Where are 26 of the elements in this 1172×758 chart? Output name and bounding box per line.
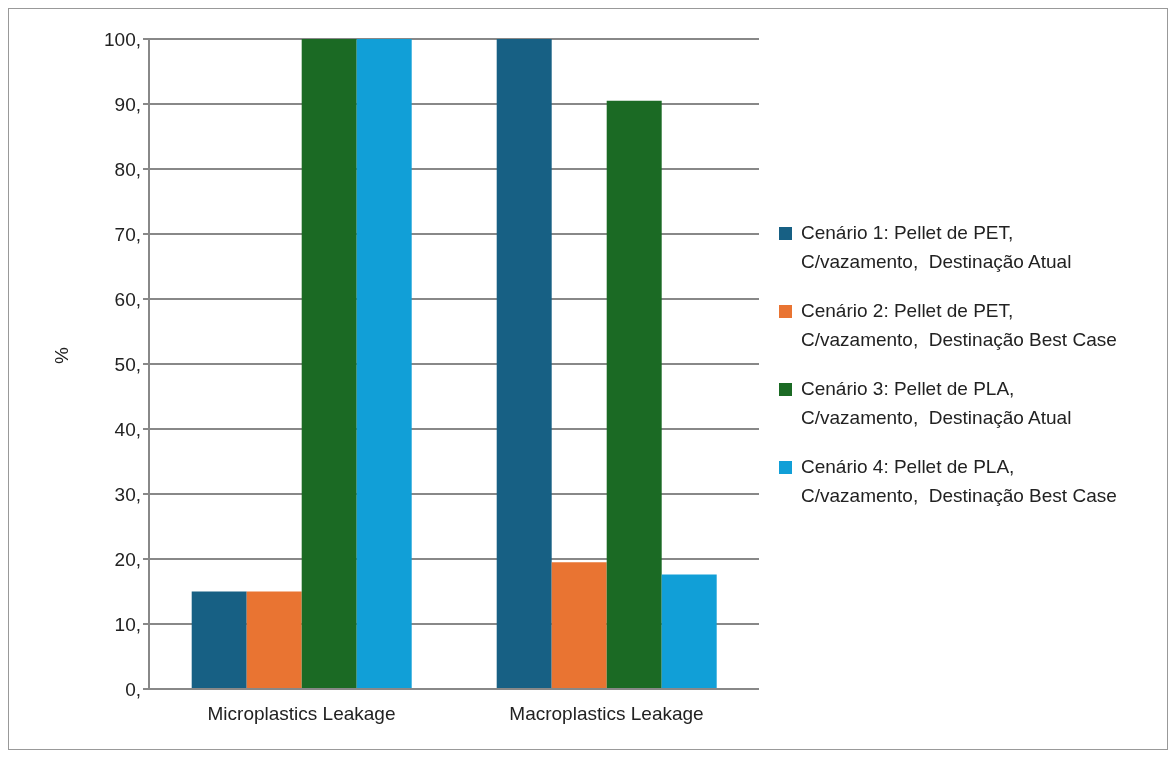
y-tick-label: 80,	[114, 158, 141, 180]
bar	[191, 591, 247, 689]
legend-label: Cenário 2: Pellet de PET, C/vazamento, Destinação Best Case	[801, 299, 1118, 352]
y-axis-title: %	[50, 347, 72, 364]
x-tick-label: Macroplastics Leakage	[509, 703, 704, 725]
y-tick-label: 100,	[104, 28, 141, 50]
bar	[301, 39, 357, 689]
bar	[496, 39, 552, 689]
y-tick-label: 20,	[114, 548, 141, 570]
y-tick-label: 40,	[114, 418, 141, 440]
bar	[356, 39, 412, 689]
x-tick-label: Microplastics Leakage	[207, 703, 396, 725]
y-tick-label: 90,	[114, 93, 141, 115]
bar	[246, 591, 302, 689]
bar	[661, 574, 717, 689]
legend-label: Cenário 1: Pellet de PET, C/vazamento, Destinação Atual	[801, 221, 1073, 274]
bar	[551, 562, 607, 689]
y-tick-label: 60,	[114, 288, 141, 310]
y-tick-label: 10,	[114, 613, 141, 635]
y-tick-label: 70,	[114, 223, 141, 245]
legend-label: Cenário 4: Pellet de PLA, C/vazamento, Destinação Best Case	[801, 455, 1118, 508]
y-tick-label: 30,	[114, 483, 141, 505]
y-tick-label: 50,	[114, 353, 141, 375]
legend-label: Cenário 3: Pellet de PLA, C/vazamento, Destinação Atual	[801, 377, 1073, 430]
y-tick-label: 0,	[125, 678, 141, 700]
bar	[606, 100, 662, 689]
